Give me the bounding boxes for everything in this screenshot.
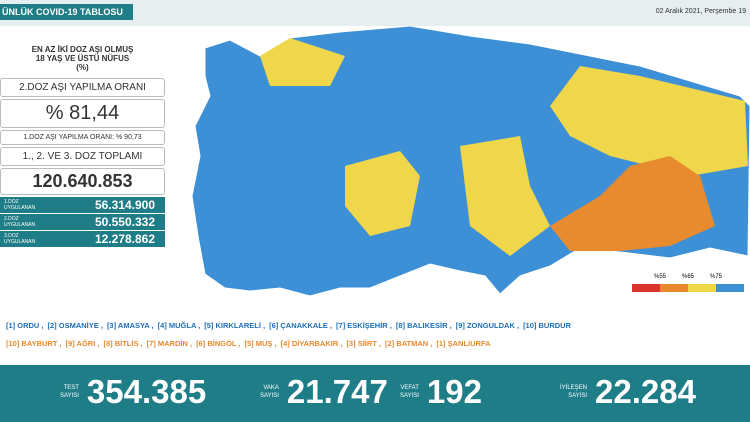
legend-swatch bbox=[632, 284, 660, 292]
first-dose-rate: 1.DOZ AŞI YAPILMA ORANI: % 90,73 bbox=[0, 130, 165, 145]
stat: VAKA SAYISI 21.747 bbox=[260, 373, 388, 411]
dose-label-line: UYGULANAN bbox=[4, 222, 36, 228]
province-item: [3] SİİRT , bbox=[346, 339, 382, 348]
dose-value: 56.314.900 bbox=[94, 198, 155, 212]
top-list: [1] ORDU , [2] OSMANİYE , [3] AMASYA , [4] … bbox=[6, 321, 575, 330]
stat-label-line: SAYISI bbox=[260, 393, 279, 399]
dose-value: 12.278.862 bbox=[94, 232, 155, 246]
province-item: [10] BURDUR bbox=[523, 321, 571, 330]
stat-label: İYİLEŞEN SAYISI bbox=[560, 384, 587, 400]
region-yellow bbox=[260, 38, 345, 86]
province-item: [2] BATMAN , bbox=[385, 339, 433, 348]
legend-label: %75 bbox=[710, 274, 723, 280]
province-item: [6] ÇANAKKALE , bbox=[269, 321, 333, 330]
province-item: [1] ORDU , bbox=[6, 321, 44, 330]
province-item: [10] BAYBURT , bbox=[6, 339, 62, 348]
dose-row: 1.DOZ UYGULANAN 56.314.900 bbox=[0, 197, 165, 213]
bottom-list: [10] BAYBURT , [9] AĞRI , [8] BİTLİS , [7] … bbox=[6, 339, 495, 348]
panel-heading: EN AZ İKİ DOZ AŞI OLMUŞ 18 YAŞ VE ÜSTÜ N… bbox=[31, 45, 134, 72]
dose-label: 1.DOZ UYGULANAN bbox=[0, 199, 52, 211]
left-panel: EN AZ İKİ DOZ AŞI OLMUŞ 18 YAŞ VE ÜSTÜ N… bbox=[0, 45, 165, 247]
dose-row: 3.DOZ UYGULANAN 12.278.862 bbox=[0, 231, 165, 247]
region-yellow bbox=[550, 66, 748, 176]
total-label: 1., 2. VE 3. DOZ TOPLAMI bbox=[0, 147, 165, 166]
stat-label-line: SAYISI bbox=[568, 393, 588, 399]
header-title: ÜNLÜK COVID-19 TABLOSU bbox=[0, 4, 133, 20]
legend-swatch bbox=[660, 284, 688, 292]
province-item: [5] MUŞ , bbox=[244, 339, 277, 348]
province-item: [7] MARDİN , bbox=[146, 339, 193, 348]
stat-label-line: VAKA bbox=[263, 385, 279, 391]
province-item: [8] BİTLİS , bbox=[103, 339, 143, 348]
dose-value: 50.550.332 bbox=[94, 215, 155, 229]
stat-label-line: SAYISI bbox=[400, 393, 419, 399]
stat-label-line: İYİLEŞEN bbox=[560, 385, 588, 391]
stat: VEFAT SAYISI 192 bbox=[400, 373, 482, 411]
stat-label: VAKA SAYISI bbox=[260, 384, 279, 400]
legend-swatch bbox=[688, 284, 716, 292]
dose-label: 2.DOZ UYGULANAN bbox=[0, 216, 52, 228]
header: ÜNLÜK COVID-19 TABLOSU 02 Aralık 2021, P… bbox=[0, 0, 750, 26]
dose-label: 3.DOZ UYGULANAN bbox=[0, 233, 52, 245]
second-dose-label: 2.DOZ AŞI YAPILMA ORANI bbox=[0, 78, 165, 97]
stats-bar: TEST SAYISI 354.385 VAKA SAYISI 21.747 VEFAT SA… bbox=[0, 365, 750, 422]
legend-swatch bbox=[716, 284, 744, 292]
dose-label-line: UYGULANAN bbox=[4, 239, 36, 245]
province-item: [7] ESKİŞEHİR , bbox=[336, 321, 392, 330]
province-item: [4] MUĞLA , bbox=[157, 321, 201, 330]
dose-label-line: 1.DOZ bbox=[4, 199, 19, 205]
second-dose-value: % 81,44 bbox=[0, 99, 165, 128]
stat: TEST SAYISI 354.385 bbox=[60, 373, 206, 411]
province-item: [6] BİNGÖL , bbox=[196, 339, 241, 348]
region-orange bbox=[550, 156, 715, 251]
province-item: [5] KIRKLARELİ , bbox=[204, 321, 266, 330]
region-yellow bbox=[345, 151, 420, 236]
stat-value: 22.284 bbox=[595, 373, 696, 410]
map: %55 %65 %75 bbox=[191, 26, 750, 297]
total-value: 120.640.853 bbox=[0, 168, 165, 195]
stat-value: 354.385 bbox=[86, 373, 207, 410]
province-item: [1] ŞANLIURFA bbox=[436, 339, 491, 348]
region-yellow bbox=[460, 136, 550, 256]
dose-label-line: 2.DOZ bbox=[4, 216, 19, 222]
stat-label-line: VEFAT bbox=[400, 385, 419, 391]
dose-rows: 1.DOZ UYGULANAN 56.314.900 2.DOZ UYGULANAN 50… bbox=[0, 197, 165, 247]
legend-label: %65 bbox=[682, 274, 695, 280]
province-item: [8] BALIKESİR , bbox=[395, 321, 452, 330]
dose-row: 2.DOZ UYGULANAN 50.550.332 bbox=[0, 214, 165, 230]
province-item: [4] DİYARBAKIR , bbox=[280, 339, 343, 348]
stat-value: 21.747 bbox=[286, 373, 388, 410]
dose-label-line: 3.DOZ bbox=[4, 233, 19, 239]
dose-label-line: UYGULANAN bbox=[4, 205, 36, 211]
stat-label: VEFAT SAYISI bbox=[400, 384, 419, 400]
stat-label: TEST SAYISI bbox=[60, 384, 79, 400]
legend-label: %55 bbox=[654, 274, 667, 280]
stat-value: 192 bbox=[426, 373, 482, 410]
stat-label-line: SAYISI bbox=[60, 393, 79, 399]
province-item: [2] OSMANİYE , bbox=[47, 321, 103, 330]
header-date: 02 Aralık 2021, Perşembe 19 bbox=[655, 8, 746, 15]
province-item: [3] AMASYA , bbox=[106, 321, 154, 330]
province-item: [9] AĞRI , bbox=[65, 339, 100, 348]
stat: İYİLEŞEN SAYISI 22.284 bbox=[560, 373, 696, 411]
province-item: [9] ZONGULDAK , bbox=[455, 321, 520, 330]
stat-label-line: TEST bbox=[63, 385, 79, 391]
